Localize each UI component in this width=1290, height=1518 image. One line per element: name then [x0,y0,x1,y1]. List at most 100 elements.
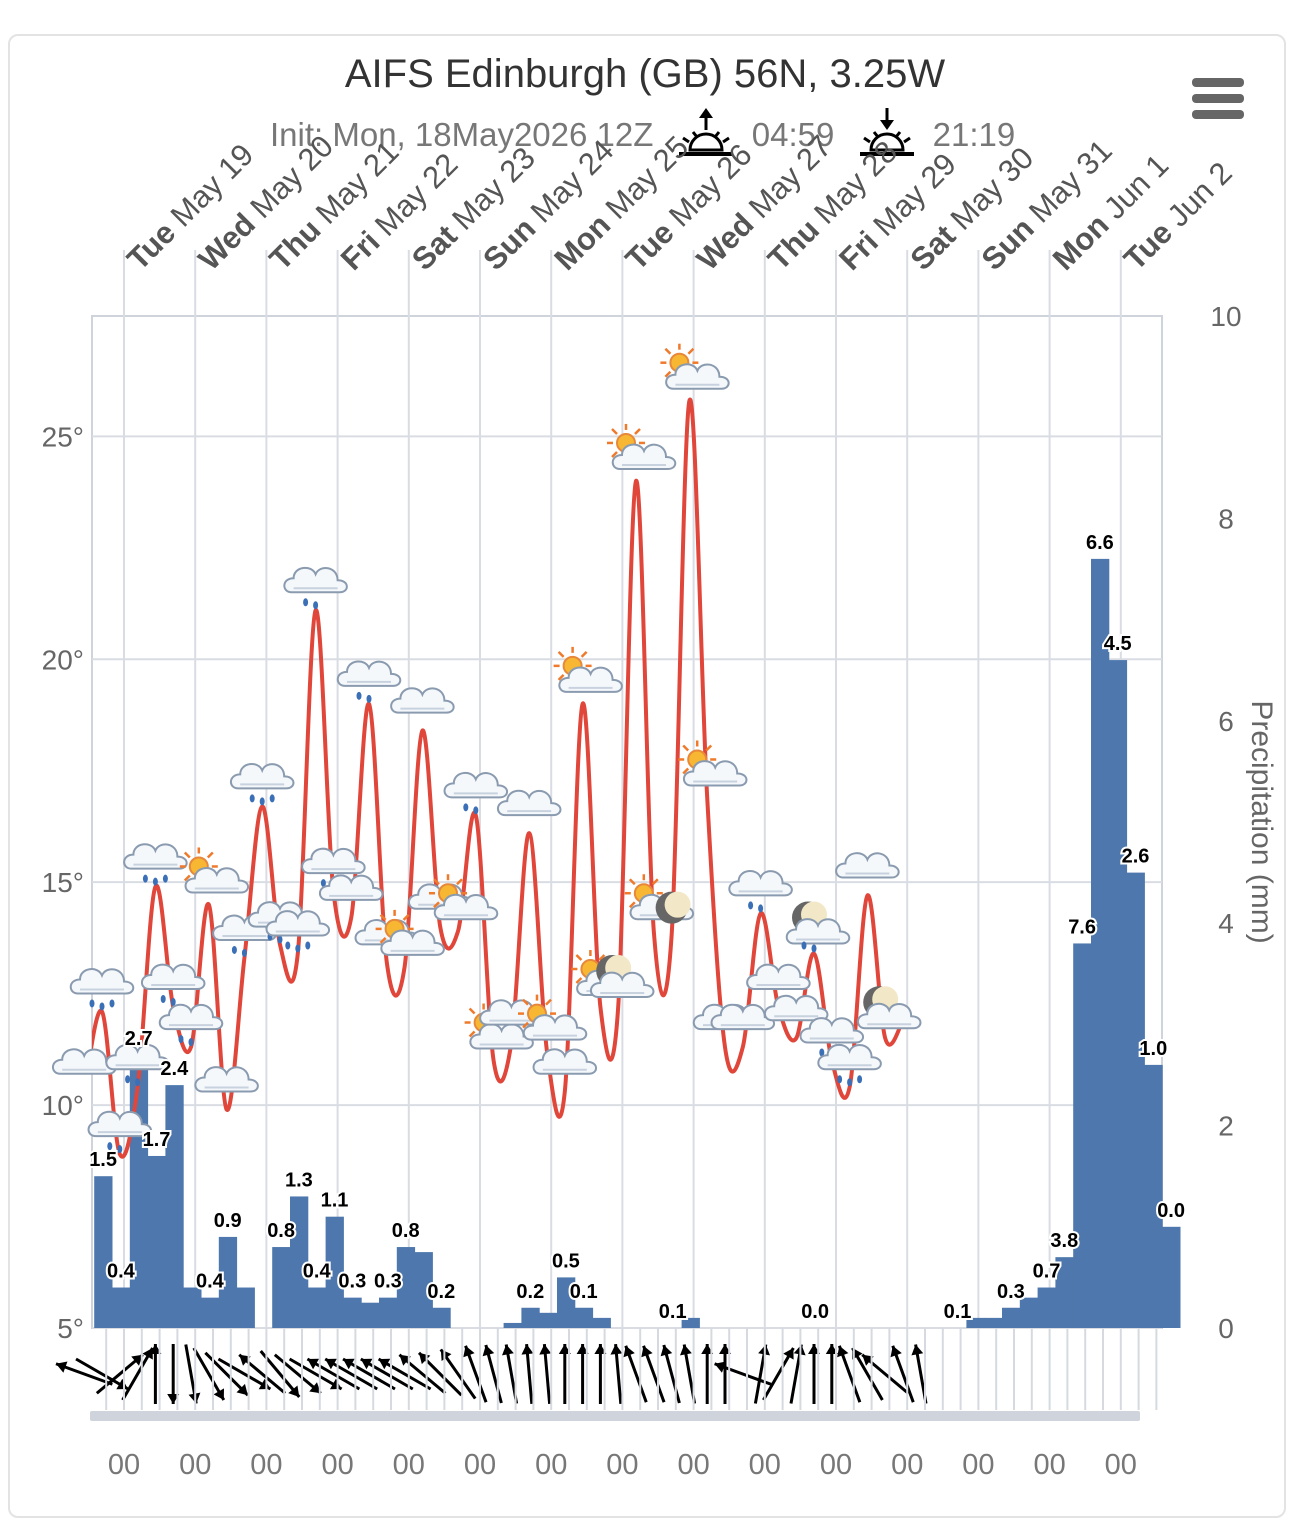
raindrop-icon [249,794,255,803]
precipitation-label: 3.8 [1050,1230,1078,1252]
raindrop-icon [160,995,166,1004]
hour-label: 00 [321,1449,353,1481]
chart-subtitle: Init: Mon, 18May2026 12Z 04:59 21:19 [270,108,1015,162]
raindrop-icon [748,901,754,910]
raindrop-icon [188,1038,194,1047]
precipitation-bar [236,1287,255,1328]
wind-shaft [377,1357,432,1391]
weather-symbol-partly-cloudy-night [589,955,655,999]
precip-axis-title: Precipitation (mm) [1245,700,1278,943]
weather-symbol-partly-cloudy-day [178,846,250,894]
weather-symbol-partly-cloudy-day [552,645,623,693]
precipitation-bar [307,1287,327,1328]
cloud-icon [763,994,829,1022]
hour-label: 00 [606,1449,638,1481]
wind-arrow [306,1357,361,1391]
wind-head [539,1344,552,1355]
chart-scrollbar[interactable] [90,1411,1140,1421]
wind-arrow [55,1361,113,1386]
precipitation-bar [201,1297,220,1328]
wind-shaft [360,1357,414,1391]
wind-head [116,1378,128,1390]
raindrop-icon [152,877,158,886]
wind-head [714,1361,727,1373]
wind-shaft [398,1353,447,1395]
raindrop-icon [277,935,283,944]
wind-head [131,1354,143,1366]
precipitation-label: 0.1 [944,1301,972,1323]
wind-arrow [342,1357,396,1391]
precipitation-label: 1.5 [89,1149,117,1171]
raindrop-icon [847,1078,853,1087]
raindrop-icon [135,1078,141,1087]
weather-symbol-cloudy [194,1066,259,1093]
wind-arrow [192,1347,226,1401]
precipitation-label: 0.0 [801,1301,829,1323]
raindrop-icon [109,999,115,1008]
hour-label: 00 [749,1449,781,1481]
temp-tick-label: 15° [42,867,84,898]
wind-arrow [808,1344,820,1404]
precipitation-bar [1037,1287,1056,1328]
wind-head [852,1348,863,1360]
raindrop-icon [473,806,479,815]
precipitation-bar [681,1317,700,1328]
wind-head [258,1378,271,1390]
weather-symbol-cloudy [835,852,900,879]
weather-symbol-rain [229,762,295,806]
weather-symbol-cloudy [763,994,829,1022]
wind-shaft [861,1353,910,1395]
wind-shaft [464,1345,488,1403]
wind-head [56,1361,68,1373]
wind-arrow [184,1344,201,1404]
raindrop-icon [259,797,265,806]
wind-arrow [851,1347,884,1401]
wind-head [911,1344,924,1356]
wind-arrow [149,1344,162,1404]
raindrop-icon [241,948,247,957]
wind-head [594,1344,607,1354]
weather-symbol-cloudy [390,687,455,714]
precipitation-label: 0.0 [1157,1200,1185,1222]
wind-arrow [521,1343,534,1405]
precipitation-bar [574,1307,594,1328]
cloud-icon [194,1066,259,1093]
wind-head [343,1358,355,1370]
precipitation-labels: 1.5 0.4 2.7 1.7 2.4 0.4 0.9 0.8 1.3 0.4 1.1 0.3 0.3 0… [87,530,1187,1325]
precipitation-bar [147,1155,166,1328]
cloud-icon [728,869,793,897]
sunrise-icon [678,108,733,156]
wind-shaft [891,1345,915,1403]
sunset-icon [859,108,914,156]
wind-shaft [642,1345,666,1403]
cloud-icon [158,1003,224,1031]
precipitation-label: 0.9 [214,1210,242,1232]
wind-arrow [680,1344,697,1404]
hamburger-menu-icon[interactable] [1192,78,1244,122]
menu-bar [1192,110,1244,119]
weather-symbol-light-rain [728,869,793,913]
precipitation-label: 0.8 [392,1220,420,1242]
wind-shaft [714,1362,772,1386]
precipitation-bar [361,1302,380,1328]
precipitation-label: 1.7 [143,1129,171,1151]
init-time: Init: Mon, 18May2026 12Z [270,116,654,153]
weather-symbol-rain [69,968,135,1011]
precip-tick-label: 8 [1218,503,1234,534]
cloud-icon [532,1048,598,1075]
precip-tick-label: 2 [1218,1111,1234,1142]
cloud-icon [229,762,295,790]
wind-head [167,1394,180,1404]
precipitation-label: 0.4 [196,1271,225,1293]
wind-head [149,1344,162,1354]
weather-symbol-sunny-partly-cloudy [676,739,748,787]
wind-arrow [324,1357,378,1391]
wind-shaft [95,1353,144,1395]
wind-shaft [837,1345,862,1403]
temp-tick-label: 5° [57,1313,84,1344]
weather-symbol-light-rain [336,660,402,703]
precipitation-bar [432,1307,451,1328]
precipitation-label: 4.5 [1104,633,1132,655]
